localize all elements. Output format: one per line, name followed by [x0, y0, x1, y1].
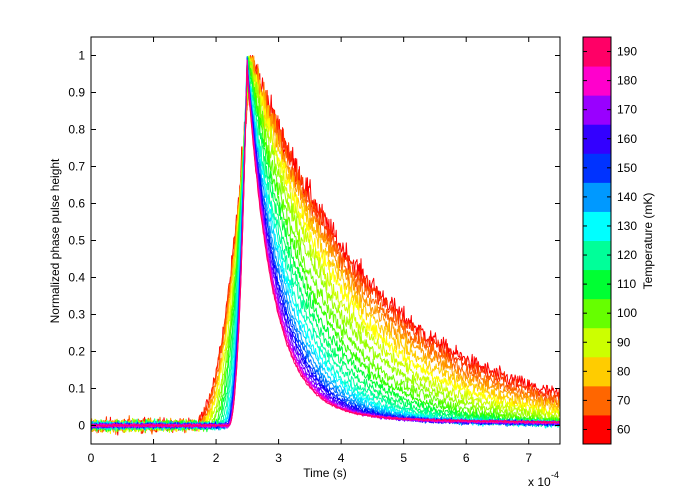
series-layer — [90, 55, 561, 436]
colorbar-tick-label: 70 — [617, 393, 631, 407]
colorbar-band — [583, 124, 611, 154]
y-tick-label: 0 — [78, 419, 85, 433]
y-tick-label: 0.2 — [68, 345, 85, 359]
colorbar-tick-label: 160 — [617, 132, 637, 146]
y-axis-label: Normalized phase pulse height — [48, 158, 62, 323]
colorbar-band — [583, 414, 611, 445]
colorbar-band — [583, 385, 611, 416]
plot-area: 0 1 2 3 4 5 6 7 0 0.1 0.2 0.3 0.4 0.5 0.6 0.7 0.8 0.9 1 — [68, 36, 561, 465]
x-tick-label: 4 — [338, 451, 345, 465]
colorbar-label: Temperature (mK) — [641, 193, 655, 290]
y-tick-label: 0.9 — [68, 86, 85, 100]
colorbar-bands — [583, 37, 611, 445]
series-line-190mk — [90, 65, 561, 428]
colorbar-band — [583, 153, 611, 183]
colorbar-band — [583, 66, 611, 96]
colorbar-band — [583, 182, 611, 212]
colorbar-tick-label: 110 — [617, 277, 636, 291]
colorbar-tick-label: 180 — [617, 74, 637, 88]
x-tick-label: 2 — [213, 451, 220, 465]
y-tick-label: 0.6 — [68, 197, 85, 211]
colorbar-band — [583, 211, 611, 241]
x-tick-label: 5 — [400, 451, 407, 465]
y-tick-label: 0.4 — [68, 271, 85, 285]
colorbar-band — [583, 95, 611, 125]
colorbar-tick-label: 100 — [617, 306, 637, 320]
x-tick-label: 1 — [150, 451, 157, 465]
colorbar-tick-label: 170 — [617, 103, 637, 117]
x-tick-label: 7 — [525, 451, 532, 465]
colorbar-tick-label: 130 — [617, 219, 637, 233]
colorbar-band — [583, 327, 611, 358]
colorbar-band — [583, 298, 611, 329]
x-axis-multiplier: x 10 -4 — [528, 470, 559, 489]
colorbar-tick-label: 90 — [617, 335, 631, 349]
y-tick-label: 0.7 — [68, 160, 85, 174]
x-tick-label: 3 — [275, 451, 282, 465]
colorbar-band — [583, 240, 611, 271]
y-tick-label: 0.1 — [68, 382, 85, 396]
colorbar-tick-label: 120 — [617, 248, 637, 262]
x-tick-label: 0 — [88, 451, 95, 465]
y-tick-label: 0.5 — [68, 234, 85, 248]
colorbar: 60 70 80 90 100 110 120 130 140 150 160 170 180 190 T… — [582, 36, 655, 445]
colorbar-band — [583, 356, 611, 387]
y-tick-label: 1 — [78, 49, 85, 63]
x-axis-ticks: 0 1 2 3 4 5 6 7 — [88, 37, 532, 465]
x-axis-label: Time (s) — [303, 466, 347, 480]
colorbar-band — [583, 37, 611, 67]
colorbar-tick-label: 80 — [617, 364, 631, 378]
y-tick-label: 0.8 — [68, 123, 85, 137]
colorbar-ticks: 60 70 80 90 100 110 120 130 140 150 160 170 180 190 — [583, 45, 637, 436]
x-multiplier-exponent: -4 — [551, 470, 559, 480]
colorbar-tick-label: 140 — [617, 190, 637, 204]
x-tick-label: 6 — [463, 451, 470, 465]
colorbar-frame — [582, 36, 612, 445]
y-tick-label: 0.3 — [68, 308, 85, 322]
y-axis-ticks: 0 0.1 0.2 0.3 0.4 0.5 0.6 0.7 0.8 0.9 1 — [68, 49, 560, 433]
x-multiplier-base: x 10 — [528, 475, 551, 489]
colorbar-tick-label: 60 — [617, 422, 631, 436]
colorbar-tick-label: 190 — [617, 45, 637, 59]
colorbar-tick-label: 150 — [617, 161, 637, 175]
colorbar-band — [583, 269, 611, 300]
